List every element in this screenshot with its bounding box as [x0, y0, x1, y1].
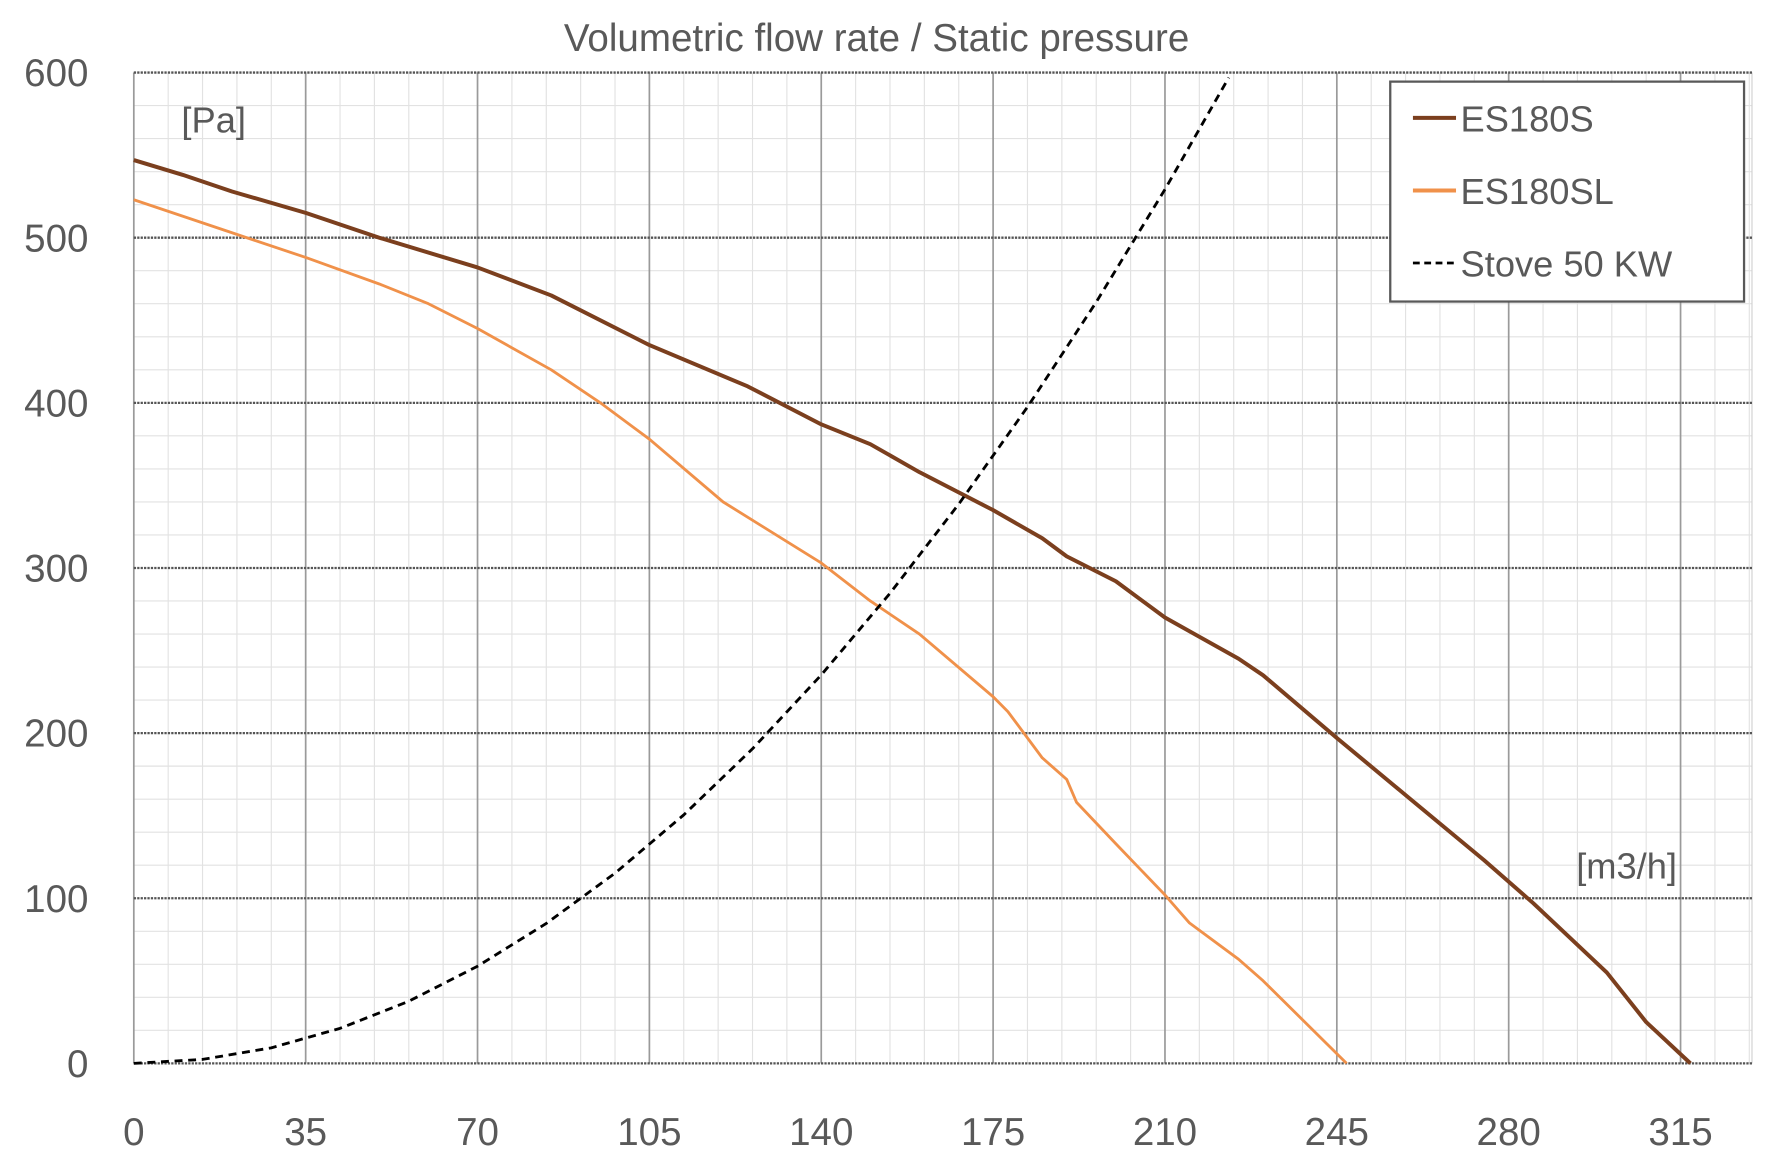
x-tick-label: 210: [1133, 1111, 1197, 1154]
x-tick-label: 70: [456, 1111, 499, 1154]
chart-title: Volumetric flow rate / Static pressure: [564, 17, 1189, 60]
x-tick-label: 35: [284, 1111, 327, 1154]
y-tick-label: 0: [67, 1043, 88, 1086]
y-tick-label: 300: [24, 548, 88, 591]
x-tick-label: 315: [1648, 1111, 1712, 1154]
x-tick-label: 105: [617, 1111, 681, 1154]
y-tick-label: 500: [24, 217, 88, 260]
series-line-stove-50-kw: [133, 76, 1231, 1065]
x-tick-label: 280: [1477, 1111, 1541, 1154]
legend: ES180S ES180SL Stove 50 KW: [1389, 80, 1746, 303]
x-tick-label: 0: [123, 1111, 144, 1154]
y-axis-label: [Pa]: [181, 100, 246, 141]
y-tick-label: 600: [24, 52, 88, 95]
series-line-es180sl: [133, 198, 1348, 1065]
x-tick-label: 245: [1305, 1111, 1369, 1154]
series-line-es180s: [133, 158, 1692, 1065]
y-tick-label: 400: [24, 382, 88, 425]
series-lines: [133, 76, 1692, 1065]
x-tick-label: 175: [961, 1111, 1025, 1154]
x-axis-label: [m3/h]: [1576, 846, 1677, 887]
tick-labels: 0 35 70 105 140 175 210 245 280 315 0 100 200 300 400 5…: [24, 52, 1713, 1154]
legend-label: ES180S: [1461, 99, 1594, 140]
y-tick-label: 100: [24, 878, 88, 921]
legend-label: ES180SL: [1461, 171, 1614, 212]
legend-label: Stove 50 KW: [1461, 244, 1673, 285]
y-tick-label: 200: [24, 713, 88, 756]
x-tick-label: 140: [789, 1111, 853, 1154]
